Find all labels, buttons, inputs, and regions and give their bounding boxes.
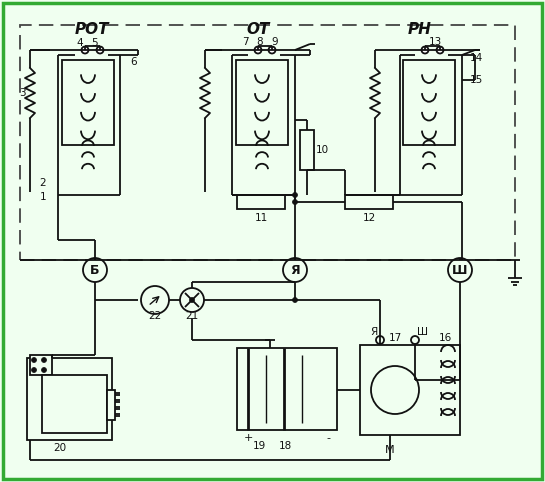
Circle shape — [448, 258, 472, 282]
Bar — [300, 130, 314, 170]
Text: 14: 14 — [469, 53, 483, 63]
Text: 2: 2 — [40, 178, 46, 188]
Bar — [107, 390, 115, 420]
Text: 21: 21 — [185, 311, 198, 321]
Circle shape — [255, 46, 262, 54]
Circle shape — [269, 46, 276, 54]
Bar — [403, 60, 455, 145]
Text: 19: 19 — [252, 441, 265, 451]
Text: 10: 10 — [316, 145, 329, 155]
Text: 13: 13 — [428, 37, 441, 47]
Circle shape — [376, 336, 384, 344]
Circle shape — [411, 336, 419, 344]
Circle shape — [41, 367, 46, 373]
Circle shape — [180, 288, 204, 312]
Bar — [20, 25, 515, 260]
Bar — [30, 355, 52, 375]
Text: 12: 12 — [362, 213, 376, 223]
Text: 11: 11 — [255, 213, 268, 223]
Text: 16: 16 — [438, 333, 452, 343]
Circle shape — [190, 297, 195, 303]
Text: 8: 8 — [257, 37, 263, 47]
Circle shape — [32, 358, 37, 362]
Text: РН: РН — [408, 23, 432, 38]
Text: 7: 7 — [241, 37, 249, 47]
Circle shape — [283, 258, 307, 282]
Circle shape — [32, 367, 37, 373]
Bar — [237, 195, 285, 209]
Circle shape — [41, 358, 46, 362]
Text: Я: Я — [371, 327, 378, 337]
Circle shape — [293, 200, 298, 204]
Text: 9: 9 — [272, 37, 278, 47]
Bar — [27, 358, 112, 440]
Circle shape — [293, 192, 298, 198]
Circle shape — [141, 286, 169, 314]
Text: ОТ: ОТ — [246, 23, 270, 38]
Bar — [42, 375, 107, 433]
Text: -: - — [326, 433, 330, 443]
Bar — [236, 60, 288, 145]
Circle shape — [437, 46, 444, 54]
Circle shape — [96, 46, 104, 54]
Text: +: + — [243, 433, 253, 443]
Text: Я: Я — [290, 264, 300, 277]
Bar — [237, 348, 337, 430]
Circle shape — [83, 258, 107, 282]
Text: 1: 1 — [40, 192, 46, 202]
Text: Ш: Ш — [416, 327, 427, 337]
Text: 18: 18 — [278, 441, 292, 451]
Circle shape — [371, 366, 419, 414]
Text: Б: Б — [90, 264, 100, 277]
Text: 20: 20 — [53, 443, 66, 453]
Text: 5: 5 — [92, 38, 98, 48]
Bar — [62, 60, 114, 145]
Text: 17: 17 — [389, 333, 402, 343]
Text: РОТ: РОТ — [75, 23, 109, 38]
Text: 15: 15 — [469, 75, 483, 85]
Circle shape — [82, 46, 88, 54]
Circle shape — [421, 46, 428, 54]
Text: 3: 3 — [19, 88, 25, 98]
Text: 4: 4 — [77, 38, 83, 48]
Text: Ш: Ш — [452, 264, 468, 277]
Bar — [345, 195, 393, 209]
Text: 6: 6 — [131, 57, 137, 67]
Bar — [360, 345, 460, 435]
Text: 22: 22 — [148, 311, 162, 321]
Circle shape — [293, 297, 298, 303]
Text: М: М — [385, 445, 395, 455]
